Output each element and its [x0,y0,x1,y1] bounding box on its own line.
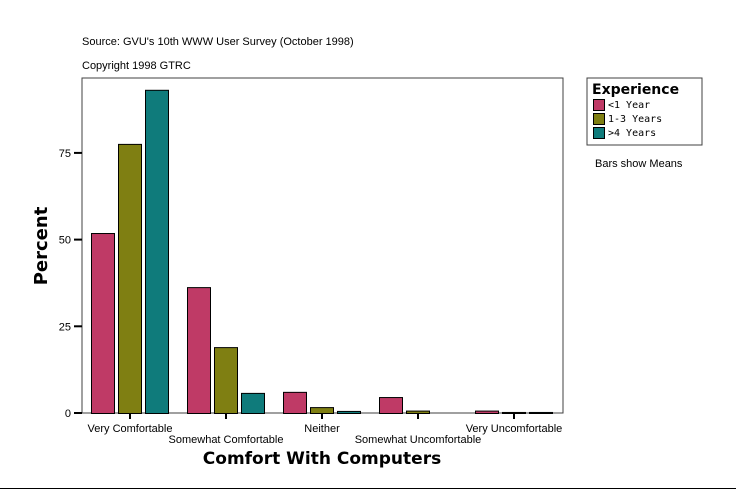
bar-3-0 [379,397,403,414]
legend-title: Experience [592,82,679,98]
y-tick-label: 0 [65,408,71,420]
bar-1-1 [214,347,238,415]
chart-note: Bars show Means [595,158,683,170]
bar-2-1 [310,407,334,414]
legend: Experience <1 Year 1-3 Years >4 Years [586,77,703,146]
legend-box [586,77,703,146]
bar-2-0 [283,391,307,415]
legend-label-2: >4 Years [608,128,656,139]
x-tick-label: Neither [304,423,340,435]
bar-1-0 [187,287,211,414]
x-axis-label: Comfort With Computers [203,449,441,469]
legend-swatch-2 [593,127,605,139]
legend-swatch-1 [593,113,605,125]
bar-2-2 [337,410,361,414]
bar-4-2 [529,411,553,414]
x-tick-label: Very Uncomfortable [466,423,563,435]
legend-label-1: 1-3 Years [608,114,662,125]
bar-4-0 [475,410,499,414]
chart-title: Source: GVU's 10th WWW User Survey (Octo… [82,36,354,48]
x-tick-label: Very Comfortable [88,423,173,435]
y-axis-label: Percent [31,206,52,285]
legend-swatch-0 [593,99,605,111]
bar-1-2 [241,392,265,415]
y-tick-label: 50 [59,235,71,247]
x-tick-label: Somewhat Comfortable [169,434,284,446]
bar-0-0 [91,233,115,414]
bar-0-1 [118,143,142,415]
y-tick-label: 25 [59,321,71,333]
bar-0-2 [145,89,169,414]
chart-subtitle: Copyright 1998 GTRC [82,60,191,72]
legend-label-0: <1 Year [608,100,650,111]
y-tick-label: 75 [59,148,71,160]
x-tick-label: Somewhat Uncomfortable [355,434,482,446]
